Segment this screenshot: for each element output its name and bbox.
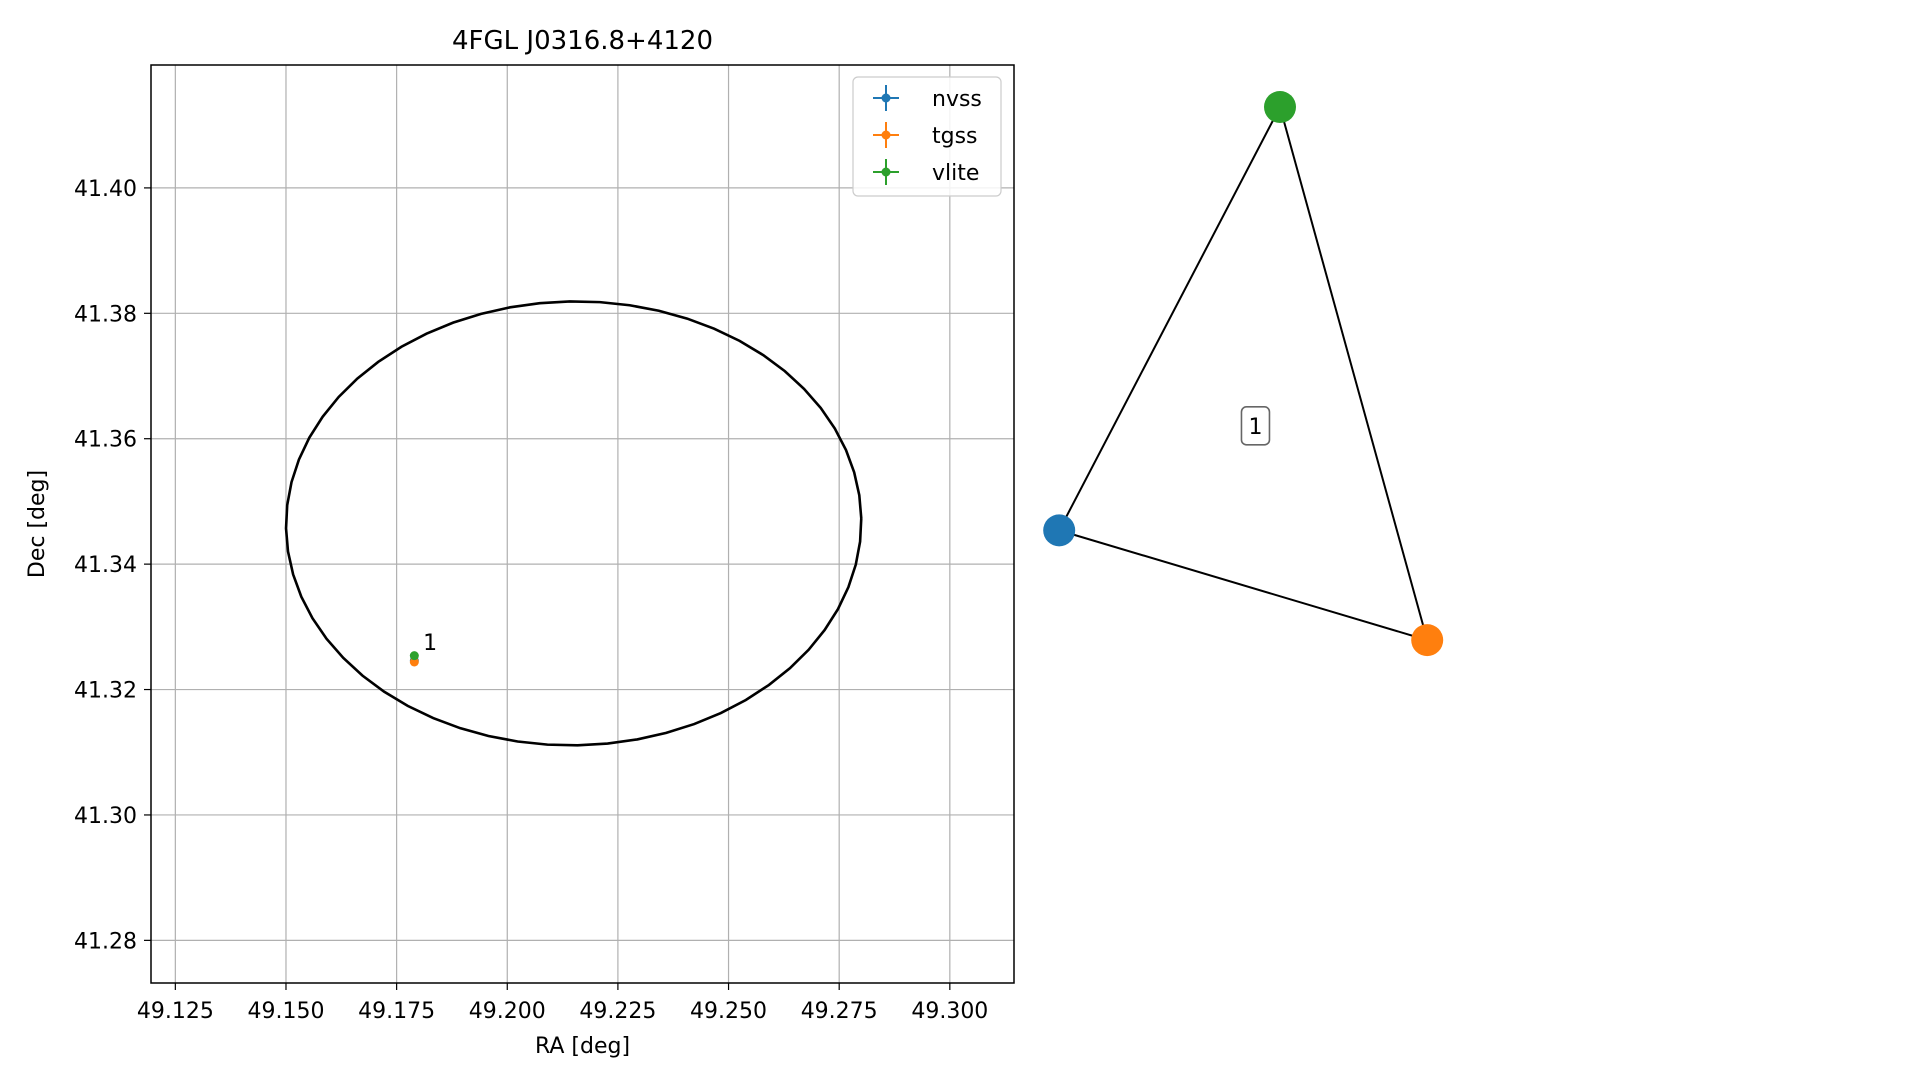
point-annotation: 1 xyxy=(423,631,437,656)
edge-nvss-tgss xyxy=(1058,529,1428,642)
y-tick-label: 41.30 xyxy=(74,804,137,829)
ellipse-path xyxy=(284,300,863,747)
edge-nvss-vlite xyxy=(1058,106,1281,531)
legend: nvss tgss vlite xyxy=(852,76,1002,197)
localization-ellipse xyxy=(284,300,863,747)
legend-marker-dot xyxy=(881,167,891,177)
legend-label: nvss xyxy=(932,87,982,112)
y-tick-label: 41.34 xyxy=(74,553,137,578)
node-nvss xyxy=(1043,514,1076,547)
node-vlite xyxy=(1264,91,1296,123)
legend-marker-dot xyxy=(881,93,891,103)
y-axis-label: Dec [deg] xyxy=(25,470,50,578)
network-nodes xyxy=(1043,91,1444,657)
x-tick-label: 49.150 xyxy=(247,999,324,1024)
legend-entry-tgss: tgss xyxy=(873,122,978,149)
y-tick-label: 41.32 xyxy=(74,679,137,704)
node-tgss xyxy=(1411,624,1444,657)
legend-box xyxy=(852,76,1002,197)
x-tick-label: 49.125 xyxy=(137,999,214,1024)
legend-marker-dot xyxy=(881,130,891,140)
network-edges xyxy=(1058,106,1429,642)
legend-entry-nvss: nvss xyxy=(873,85,982,112)
plot-frame xyxy=(150,64,1015,984)
grid-lines xyxy=(151,65,1014,983)
legend-label: tgss xyxy=(932,124,978,149)
legend-entry-vlite: vlite xyxy=(873,159,979,186)
y-tick-label: 41.28 xyxy=(74,929,137,954)
chart-title: 4FGL J0316.8+4120 xyxy=(452,26,713,56)
x-axis-ticks: 49.125 49.150 49.175 49.200 49.225 49.250 49.2… xyxy=(137,983,988,1024)
cluster-label-text: 1 xyxy=(1248,415,1262,440)
edge-vlite-tgss xyxy=(1279,106,1429,641)
x-tick-label: 49.225 xyxy=(579,999,656,1024)
legend-label: vlite xyxy=(932,161,979,186)
cluster-label: 1 xyxy=(1240,406,1271,446)
y-tick-label: 41.36 xyxy=(74,428,137,453)
point-vlite xyxy=(409,651,419,661)
x-tick-label: 49.250 xyxy=(690,999,767,1024)
scatter-panel: 1 49.125 49.150 49.175 49.200 49.225 49.250 49… xyxy=(25,26,1015,1059)
cluster-label-box xyxy=(1240,406,1271,446)
y-tick-label: 41.40 xyxy=(74,177,137,202)
source-points: 1 xyxy=(409,631,437,667)
x-tick-label: 49.175 xyxy=(358,999,435,1024)
x-tick-label: 49.275 xyxy=(801,999,878,1024)
x-tick-label: 49.300 xyxy=(911,999,988,1024)
point-tgss xyxy=(409,657,419,667)
x-axis-label: RA [deg] xyxy=(535,1034,630,1059)
y-axis-ticks: 41.28 41.30 41.32 41.34 41.36 41.38 41.40 xyxy=(74,177,151,954)
x-tick-label: 49.200 xyxy=(469,999,546,1024)
network-panel: 1 xyxy=(1043,91,1444,657)
y-tick-label: 41.38 xyxy=(74,302,137,327)
